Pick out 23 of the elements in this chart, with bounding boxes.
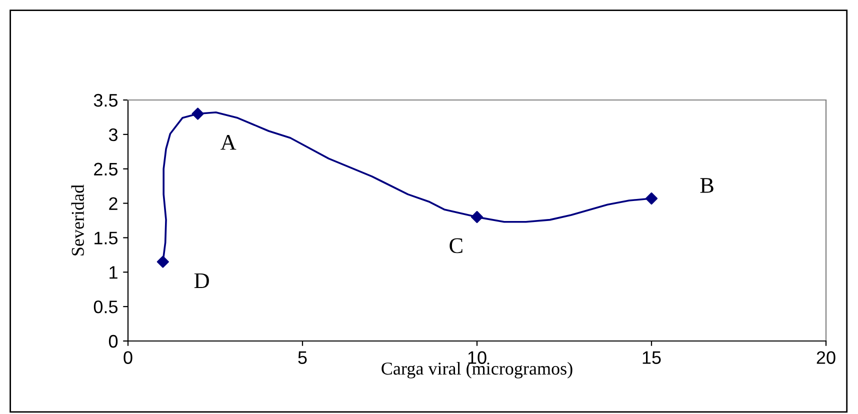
y-tick-label: 0 (108, 334, 118, 348)
point (156, 256, 169, 268)
point (645, 192, 658, 205)
y-tick-label: 2.5 (94, 162, 118, 176)
x-axis-title: Carga viral (microgramos) (382, 362, 572, 378)
y-tick-label: 3 (108, 128, 118, 142)
annotation: D (194, 273, 209, 288)
annotation: A (220, 135, 236, 150)
x-tick-label: 0 (124, 351, 132, 364)
x-tick-label: 15 (642, 351, 661, 364)
y-tick-label: 2 (109, 197, 118, 210)
x-tick-label: 5 (298, 351, 307, 364)
annotation: B (700, 178, 714, 193)
y-axis-title: Severidad (71, 184, 84, 256)
annotation: C (450, 238, 462, 254)
x-tick-label: 20 (816, 351, 836, 364)
y-tick-label: 3.5 (94, 94, 118, 107)
y-tick-label: 0.5 (94, 300, 118, 314)
y-tick-label: 1 (110, 266, 118, 279)
x-tick-label: 10 (468, 351, 486, 364)
y-tick-label: 1.5 (94, 232, 118, 244)
point (192, 108, 204, 120)
point (470, 210, 484, 224)
